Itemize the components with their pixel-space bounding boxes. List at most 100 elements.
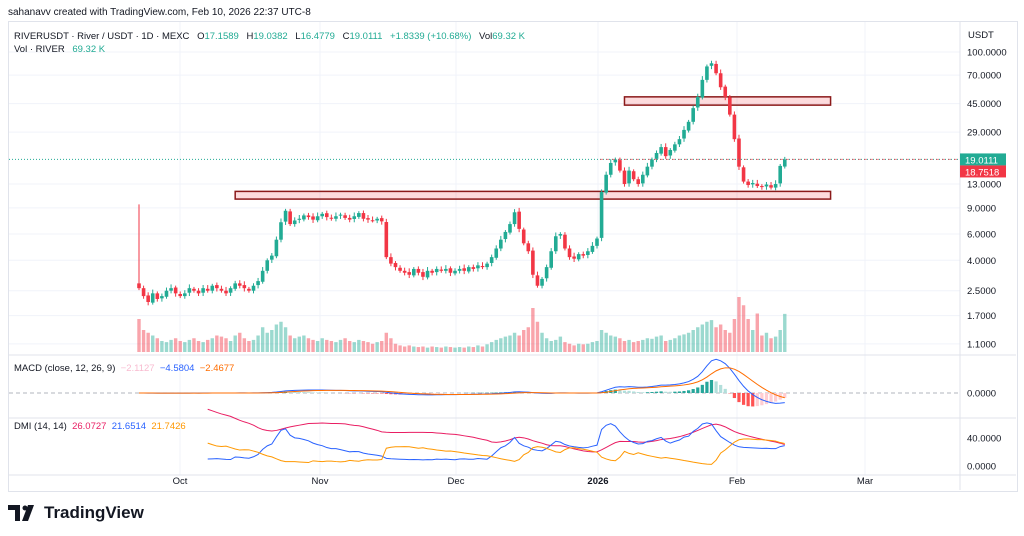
- change-value: +1.8339 (+10.68%): [390, 31, 472, 42]
- volume-bar: [215, 335, 219, 352]
- candle: [553, 236, 558, 252]
- volume-legend-label[interactable]: Vol · RIVER: [14, 44, 65, 55]
- support-resistance-zone: [623, 96, 832, 106]
- volume-bar: [306, 338, 311, 352]
- candle: [196, 290, 201, 294]
- macd-histogram-bar: [499, 392, 503, 393]
- high-value: 19.0382: [253, 31, 288, 42]
- candle: [604, 174, 608, 193]
- volume-bar: [778, 330, 782, 352]
- candle: [169, 288, 173, 291]
- candle: [718, 73, 723, 88]
- macd-histogram-bar: [293, 391, 297, 393]
- volume-bar: [228, 341, 233, 352]
- price-tick: 1.1000: [967, 339, 996, 350]
- macd-histogram-bar: [709, 380, 714, 393]
- macd-histogram-bar: [705, 381, 709, 393]
- volume-bar: [380, 341, 384, 352]
- volume-bar: [517, 335, 521, 352]
- candle: [485, 263, 489, 268]
- time-tick: Oct: [173, 476, 188, 487]
- volume-bar: [320, 338, 324, 352]
- symbol-title[interactable]: RIVERUSDT · River / USDT · 1D · MEXC: [14, 31, 190, 42]
- candle: [627, 170, 631, 184]
- candle: [357, 213, 361, 217]
- candle: [279, 222, 283, 240]
- candle: [137, 283, 141, 289]
- macd-histogram-bar: [645, 392, 649, 393]
- macd-histogram-bar: [764, 393, 769, 405]
- candle: [141, 288, 146, 297]
- candle: [709, 63, 714, 66]
- candle: [439, 269, 444, 271]
- candle: [773, 184, 778, 188]
- candle: [540, 278, 544, 286]
- candle: [224, 290, 228, 294]
- candle: [650, 159, 654, 167]
- candle: [503, 231, 508, 240]
- volume-bar: [274, 324, 279, 352]
- dmi-legend: DMI (14, 14) 26.0727 21.6514 21.7426: [14, 421, 186, 432]
- macd-histogram-bar: [425, 393, 430, 394]
- candle: [343, 215, 347, 218]
- volume-bar: [293, 338, 297, 352]
- price-tick: 45.0000: [967, 99, 1001, 110]
- volume-bar: [650, 338, 654, 352]
- dmi-adx-line: [207, 408, 785, 453]
- price-tick: 4.0000: [967, 256, 996, 267]
- candle: [338, 214, 343, 216]
- macd-legend: MACD (close, 12, 26, 9) −2.1127 −4.5804 …: [14, 363, 234, 374]
- tradingview-logo-icon: [8, 505, 34, 521]
- open-value: 17.1589: [204, 31, 239, 42]
- chart-frame[interactable]: [8, 21, 1018, 492]
- volume-bar: [389, 338, 393, 352]
- volume-bar: [700, 324, 705, 352]
- volume-bar: [751, 330, 755, 352]
- candle: [242, 285, 247, 289]
- macd-histogram-bar: [751, 393, 755, 407]
- volume-bar: [540, 332, 544, 352]
- volume-bar: [691, 330, 695, 352]
- macd-histogram-bar: [632, 391, 636, 393]
- volume-bar: [558, 336, 563, 352]
- volume-bar: [567, 343, 572, 352]
- dmi-label[interactable]: DMI (14, 14): [14, 421, 67, 432]
- price-tick: 2.5000: [967, 286, 996, 297]
- volume-bar: [682, 334, 686, 352]
- candle: [265, 260, 270, 271]
- open-label: O: [197, 31, 205, 42]
- macd-histogram-bar: [760, 393, 764, 406]
- volume-bar: [737, 297, 741, 352]
- macd-histogram-bar: [783, 393, 787, 398]
- candle: [306, 215, 311, 218]
- volume-bar: [627, 339, 631, 352]
- volume-bar: [238, 332, 242, 352]
- macd-histogram-bar: [618, 389, 622, 393]
- volume-bar: [535, 321, 540, 352]
- candle: [228, 288, 233, 293]
- volume-bar: [631, 342, 636, 352]
- last-price-label: 19.0111: [965, 155, 998, 166]
- candle: [677, 139, 682, 145]
- macd-hist-value: −2.1127: [120, 363, 155, 374]
- candle: [292, 220, 297, 225]
- macd-label[interactable]: MACD (close, 12, 26, 9): [14, 363, 116, 374]
- volume-bar: [265, 332, 269, 352]
- macd-histogram-bar: [746, 393, 750, 407]
- candle: [219, 288, 224, 291]
- volume-bar: [224, 338, 228, 352]
- candle: [366, 218, 370, 220]
- candle: [297, 218, 302, 220]
- volume-bar: [334, 342, 338, 352]
- volume-bar: [421, 346, 425, 352]
- candle: [302, 215, 306, 220]
- tradingview-logo: TradingView: [8, 503, 144, 523]
- volume-bar: [659, 335, 663, 352]
- candle: [421, 272, 425, 277]
- candle: [645, 166, 650, 176]
- candle: [173, 287, 178, 294]
- candle: [457, 268, 462, 271]
- macd-tick: 0.0000: [967, 389, 996, 400]
- candle: [237, 283, 242, 286]
